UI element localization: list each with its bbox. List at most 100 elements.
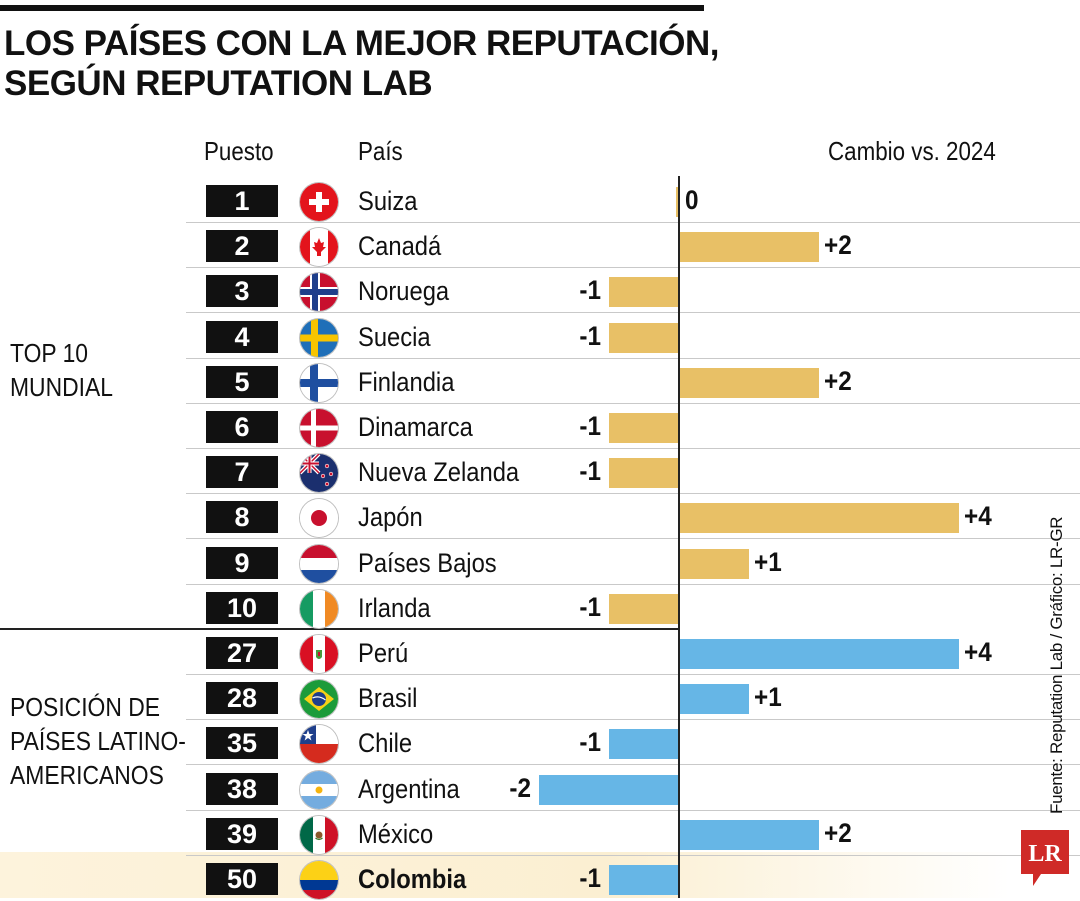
peru-flag-icon [300, 635, 338, 673]
zero-axis-line [678, 176, 680, 898]
chile-flag-icon [300, 725, 338, 764]
change-value-label: -1 [579, 863, 601, 893]
change-value-label: -1 [579, 275, 601, 306]
change-bar [609, 413, 679, 443]
change-value-label: +4 [964, 501, 992, 532]
rank-box: 28 [206, 682, 278, 715]
country-column-header: País [358, 136, 403, 166]
change-bar [609, 865, 679, 895]
chart-title-line-1: LOS PAÍSES CON LA MEJOR REPUTACIÓN, [4, 24, 719, 63]
rank-box: 4 [206, 320, 278, 353]
row-separator [186, 222, 1080, 223]
row-separator [186, 583, 1080, 585]
group-label-top10-line-1: TOP 10 [10, 338, 89, 368]
rank-box: 27 [206, 637, 278, 669]
rank-box: 7 [206, 456, 278, 489]
row-separator [186, 854, 1080, 856]
table-row: 35 Chile -1 [0, 720, 1080, 766]
group-label-top10: TOP 10 MUNDIAL [10, 336, 113, 404]
ireland-flag-icon [300, 589, 338, 628]
chart-title: LOS PAÍSES CON LA MEJOR REPUTACIÓN, SEGÚ… [4, 24, 724, 104]
group-label-latam-line-2: PAÍSES LATINO- [10, 726, 186, 756]
norway-flag-icon [300, 273, 338, 312]
table-row: 28 Brasil +1 [0, 675, 1080, 721]
country-label: Finlandia [358, 366, 455, 397]
change-bar [609, 277, 679, 308]
change-bar [609, 593, 679, 624]
change-bar [679, 684, 749, 715]
lr-logo-badge [1021, 830, 1069, 886]
row-separator [186, 448, 1080, 449]
row-separator [186, 402, 1080, 404]
change-value-label: +1 [754, 682, 782, 713]
change-bar [679, 232, 819, 263]
table-row: 3 Noruega -1 [0, 268, 1080, 314]
table-row: 27 Perú +4 [0, 630, 1080, 675]
country-label: Suecia [358, 321, 431, 352]
row-separator [186, 809, 1080, 811]
change-value-label: +2 [824, 365, 852, 396]
change-column-header: Cambio vs. 2024 [828, 136, 996, 166]
table-row: 2 Canadá +2 [0, 223, 1080, 269]
rank-box: 38 [206, 772, 278, 805]
rank-box: 1 [206, 185, 278, 217]
change-value-label: 0 [685, 185, 699, 215]
source-note: Fuente: Reputation Lab / Gráfico: LR-GR [1047, 516, 1066, 814]
row-separator [186, 538, 1080, 540]
sweden-flag-icon [300, 318, 338, 357]
change-bar [679, 503, 959, 534]
mexico-flag-icon [300, 815, 338, 854]
rank-box: 8 [206, 501, 278, 534]
change-bar [679, 548, 749, 579]
table-row: 4 Suecia -1 [0, 314, 1080, 359]
chart-title-line-2: SEGÚN REPUTATION LAB [4, 64, 433, 103]
country-label: Países Bajos [358, 547, 497, 578]
change-value-label: -2 [509, 772, 531, 803]
change-bar [679, 367, 819, 398]
argentina-flag-icon [300, 770, 338, 809]
country-label: Dinamarca [358, 412, 473, 442]
japan-flag-icon [300, 499, 338, 538]
row-separator [186, 312, 1080, 314]
country-label: Colombia [358, 864, 467, 894]
table-row: 8 Japón +4 [0, 494, 1080, 540]
netherlands-flag-icon [300, 544, 338, 583]
row-separator [186, 267, 1080, 269]
rank-box: 35 [206, 727, 278, 760]
canada-flag-icon [300, 228, 338, 267]
rank-box: 6 [206, 411, 278, 443]
change-value-label: -1 [579, 411, 601, 441]
table-row: 1 Suiza 0 [0, 178, 1080, 223]
change-value-label: -1 [579, 591, 601, 622]
table-row: 6 Dinamarca -1 [0, 404, 1080, 449]
rank-box: 5 [206, 365, 278, 398]
group-separator [0, 628, 680, 630]
country-label: Noruega [358, 276, 450, 307]
table-row: 50 Colombia -1 [0, 856, 1080, 901]
country-label: Argentina [358, 773, 460, 804]
country-label: Chile [358, 728, 413, 759]
country-label: Irlanda [358, 592, 431, 623]
rank-box: 2 [206, 230, 278, 263]
rank-box: 10 [206, 591, 278, 624]
row-separator [186, 719, 1080, 721]
rank-box: 3 [206, 275, 278, 308]
rank-box: 50 [206, 863, 278, 895]
group-label-latam: POSICIÓN DE PAÍSES LATINO- AMERICANOS [10, 690, 186, 792]
rank-box: 9 [206, 546, 278, 579]
row-separator [186, 357, 1080, 359]
group-label-latam-line-1: POSICIÓN DE [10, 692, 161, 722]
table-row: 7 Nueva Zelanda -1 [0, 449, 1080, 495]
country-label: Perú [358, 638, 409, 668]
table-row: 5 Finlandia +2 [0, 359, 1080, 404]
country-label: Brasil [358, 683, 418, 714]
row-separator [186, 493, 1080, 495]
group-label-latam-line-3: AMERICANOS [10, 760, 164, 790]
change-value-label: +1 [754, 546, 782, 577]
switzerland-flag-icon [300, 183, 338, 221]
group-label-top10-line-2: MUNDIAL [10, 372, 113, 402]
change-value-label: -1 [579, 456, 601, 487]
table-row: 39 México +2 [0, 811, 1080, 856]
finland-flag-icon [300, 363, 338, 402]
change-bar [609, 729, 679, 760]
